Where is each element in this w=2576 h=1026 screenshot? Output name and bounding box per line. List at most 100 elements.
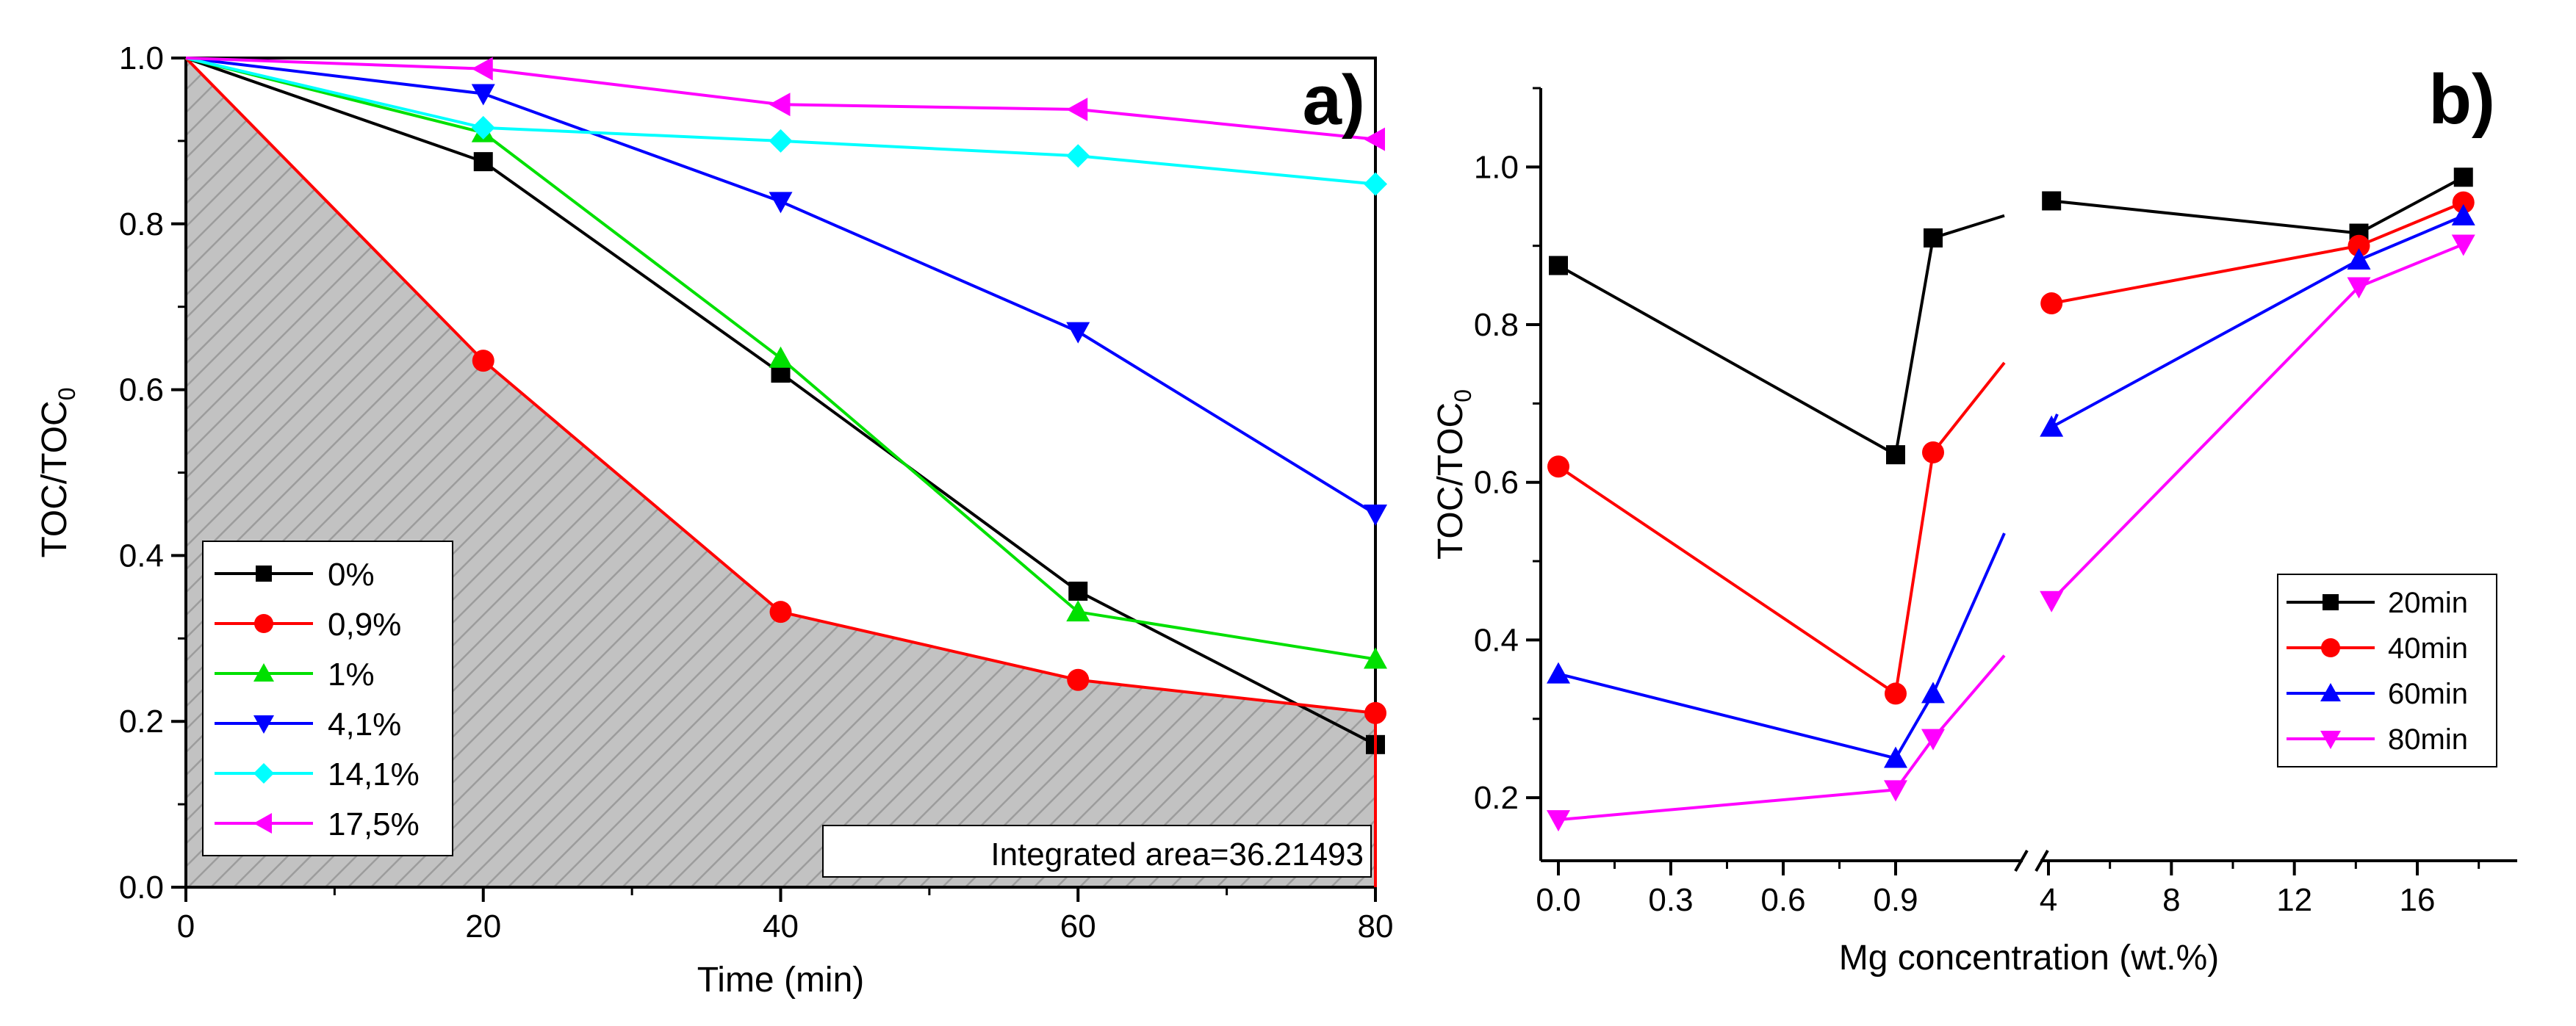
x-tick-label: 8 (2162, 882, 2180, 918)
data-point (1364, 172, 1387, 196)
legend-label: 80min (2388, 723, 2468, 756)
legend-entry: 60min (2287, 678, 2468, 710)
data-point (1924, 228, 1943, 248)
legend-label: 14,1% (328, 756, 420, 792)
chart-a-ticks: 0 20 40 60 80 0.0 0.2 0.4 0.6 0.8 1.0 (119, 40, 1394, 944)
x-tick-label: 4 (2040, 882, 2057, 918)
x-tick-label: 60 (1060, 908, 1096, 944)
chart-b-y-axis-label-main: TOC/TOC (1431, 402, 1470, 560)
series-0,9% (184, 57, 1386, 887)
data-point (1066, 97, 1088, 121)
legend-entry: 20min (2287, 587, 2468, 619)
y-tick-label: 0.6 (119, 372, 164, 408)
series-line (184, 57, 1377, 887)
legend-marker (2321, 638, 2340, 657)
data-point (2042, 191, 2062, 211)
series-line (2050, 242, 2464, 602)
data-point (1884, 780, 1907, 802)
chart-b-ticks: 0.2 0.4 0.6 0.8 1.0 0.0 0.3 0.6 0.9 4 8 12 16 (1474, 87, 2480, 918)
series-line (1558, 654, 2006, 822)
legend-label: 20min (2388, 587, 2468, 619)
series-line (2048, 200, 2464, 306)
svg-text:TOC/TOC0: TOC/TOC0 (1431, 389, 1476, 560)
legend-label: 0% (328, 557, 375, 593)
data-point (1364, 504, 1387, 526)
y-tick-label: 0.6 (1474, 465, 1519, 501)
data-point (769, 129, 793, 153)
legend-label: 0,9% (328, 607, 401, 643)
legend-label: 60min (2388, 678, 2468, 710)
chart-a-y-axis-label-main: TOC/TOC (35, 400, 74, 557)
chart-b-panel-label: b) (2428, 60, 2495, 139)
legend-entry: 17,5% (215, 806, 420, 842)
data-point (1066, 144, 1090, 168)
x-tick-label: 40 (763, 908, 799, 944)
legend-entry: 40min (2287, 632, 2468, 665)
series-40min (1547, 191, 2475, 705)
chart-b-y-axis-label-sub: 0 (1450, 389, 1476, 402)
y-tick-label: 0.4 (119, 538, 164, 574)
data-point (473, 152, 493, 172)
y-tick-label: 0.0 (119, 870, 164, 906)
x-tick-label: 0.0 (1536, 882, 1580, 918)
x-tick-label: 16 (2400, 882, 2436, 918)
data-point (1884, 746, 1907, 768)
y-tick-label: 0.2 (119, 704, 164, 740)
data-point (769, 601, 792, 624)
x-tick-label: 0 (177, 908, 195, 944)
series-80min (1547, 234, 2475, 832)
y-tick-label: 0.8 (119, 206, 164, 242)
x-tick-label: 12 (2276, 882, 2312, 918)
data-point (471, 57, 493, 81)
axis-break-mark (2014, 850, 2029, 872)
legend-marker (2320, 683, 2341, 701)
series-line (1558, 214, 2005, 458)
legend-marker (253, 663, 274, 682)
data-point (2451, 203, 2475, 225)
chart-a-x-axis-label: Time (min) (697, 961, 865, 1000)
x-tick-label: 0.9 (1873, 882, 1918, 918)
data-point (1922, 441, 1944, 463)
data-point (1364, 127, 1385, 151)
integrated-area-annotation: Integrated area=36.21493 (822, 825, 1372, 878)
data-point (2040, 590, 2064, 613)
data-point (471, 84, 495, 106)
series-14,1% (185, 57, 1387, 196)
legend-marker (253, 763, 274, 784)
data-point (2451, 234, 2475, 256)
chart-b-x-axis-label: Mg concentration (wt.%) (1839, 939, 2220, 978)
data-point (1547, 455, 1569, 478)
y-tick-label: 0.2 (1474, 780, 1519, 816)
data-point (1066, 600, 1090, 622)
chart-a-y-axis-label: TOC/TOC0 (35, 387, 80, 557)
legend-entry: 0% (215, 557, 375, 593)
legend-marker (2320, 731, 2341, 749)
series-17,5% (185, 57, 1385, 151)
legend-label: 4,1% (328, 707, 401, 743)
data-point (1547, 810, 1570, 832)
legend-label: 1% (328, 657, 375, 693)
data-point (1364, 647, 1387, 669)
data-point (1067, 668, 1090, 691)
data-point (769, 93, 791, 117)
legend-entry: 14,1% (215, 756, 420, 792)
data-point (1066, 322, 1090, 344)
legend-entry: 4,1% (215, 707, 401, 743)
data-point (2040, 415, 2064, 437)
chart-b-y-axis-label: TOC/TOC0 (1431, 389, 1476, 560)
axis-break-mark (2034, 850, 2049, 872)
legend-marker (253, 715, 274, 734)
data-point (472, 350, 494, 372)
legend-entry: 0,9% (215, 607, 401, 643)
legend-label: 17,5% (328, 806, 420, 842)
data-point (2040, 292, 2063, 315)
data-point (1886, 445, 1905, 465)
series-line (2048, 214, 2464, 431)
chart-a: 0 20 40 60 80 0.0 0.2 0.4 0.6 0.8 1.0 a) Time (min… (35, 40, 1393, 1000)
chart-a-panel-label: a) (1303, 61, 1365, 140)
data-point (2347, 277, 2371, 299)
chart-b-legend: 20min 40min 60min 80min (2277, 574, 2497, 767)
x-tick-label: 20 (465, 908, 501, 944)
x-tick-label: 0.6 (1760, 882, 1805, 918)
